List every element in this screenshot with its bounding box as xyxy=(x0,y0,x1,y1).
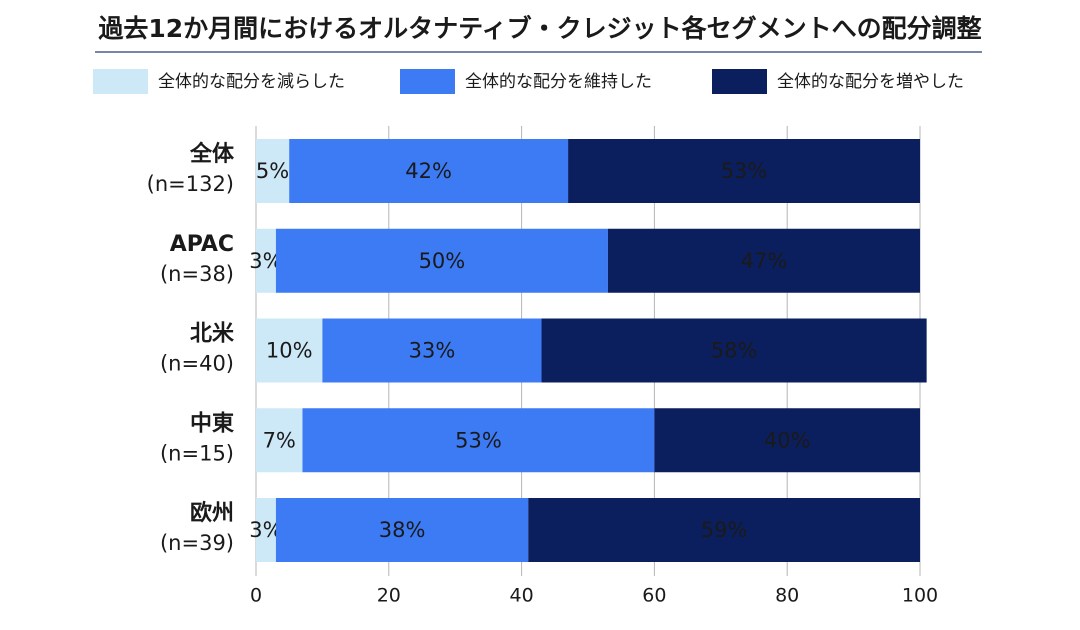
bar-segment xyxy=(275,228,608,293)
bar-value-label: 10% xyxy=(266,339,313,363)
bar-value-label: 5% xyxy=(256,159,289,183)
bar-segment xyxy=(568,139,920,203)
bar-segment xyxy=(256,318,323,383)
x-tick-label: 40 xyxy=(510,585,534,607)
legend-swatch xyxy=(712,69,767,94)
bar-value-label: 50% xyxy=(419,249,466,273)
bar-value-label: 42% xyxy=(405,159,452,183)
y-category-label: 中東 xyxy=(190,411,234,436)
bar-segment xyxy=(256,139,290,203)
y-category-label: 全体 xyxy=(189,141,235,167)
y-category-label: 欧州 xyxy=(190,500,234,526)
y-category-sublabel: (n=15) xyxy=(160,441,234,465)
bar-segment xyxy=(256,498,276,562)
bar-segment xyxy=(654,408,920,473)
bar-segment xyxy=(275,498,529,562)
bar-value-label: 40% xyxy=(764,428,811,452)
bar-value-label: 59% xyxy=(701,518,748,542)
legend-swatch xyxy=(93,69,148,94)
bar-value-label: 38% xyxy=(379,518,426,542)
bar-segment xyxy=(541,318,927,383)
bar-value-label: 33% xyxy=(409,339,456,363)
legend-label: 全体的な配分を増やした xyxy=(777,72,964,92)
y-category-sublabel: (n=38) xyxy=(160,262,234,286)
x-tick-label: 80 xyxy=(775,585,799,607)
bar-value-label: 53% xyxy=(455,428,502,452)
bar-value-label: 7% xyxy=(263,428,296,452)
bar-segment xyxy=(607,228,920,293)
x-tick-label: 60 xyxy=(642,585,666,607)
legend-label: 全体的な配分を維持した xyxy=(465,72,652,92)
bar-value-label: 47% xyxy=(741,249,788,273)
bar-segment xyxy=(289,139,569,203)
legend-swatch xyxy=(400,69,455,94)
bar-segment xyxy=(528,498,920,562)
bar-value-label: 58% xyxy=(711,339,758,363)
bar-segment xyxy=(302,408,655,473)
bar-segment xyxy=(256,408,303,473)
y-category-sublabel: (n=39) xyxy=(160,531,234,555)
x-tick-label: 100 xyxy=(902,585,938,607)
legend-label: 全体的な配分を減らした xyxy=(158,72,345,92)
y-category-sublabel: (n=40) xyxy=(160,352,234,376)
x-tick-label: 0 xyxy=(250,585,262,607)
y-category-label: APAC xyxy=(170,232,234,257)
x-tick-label: 20 xyxy=(377,585,401,607)
bar-segment xyxy=(322,318,542,383)
bar-value-label: 53% xyxy=(721,159,768,183)
bar-segment xyxy=(256,228,276,293)
y-category-label: 北米 xyxy=(190,322,235,347)
y-category-sublabel: (n=132) xyxy=(147,172,234,196)
chart-title: 過去12か月間におけるオルタナティブ・クレジット各セグメントへの配分調整 xyxy=(98,14,981,43)
